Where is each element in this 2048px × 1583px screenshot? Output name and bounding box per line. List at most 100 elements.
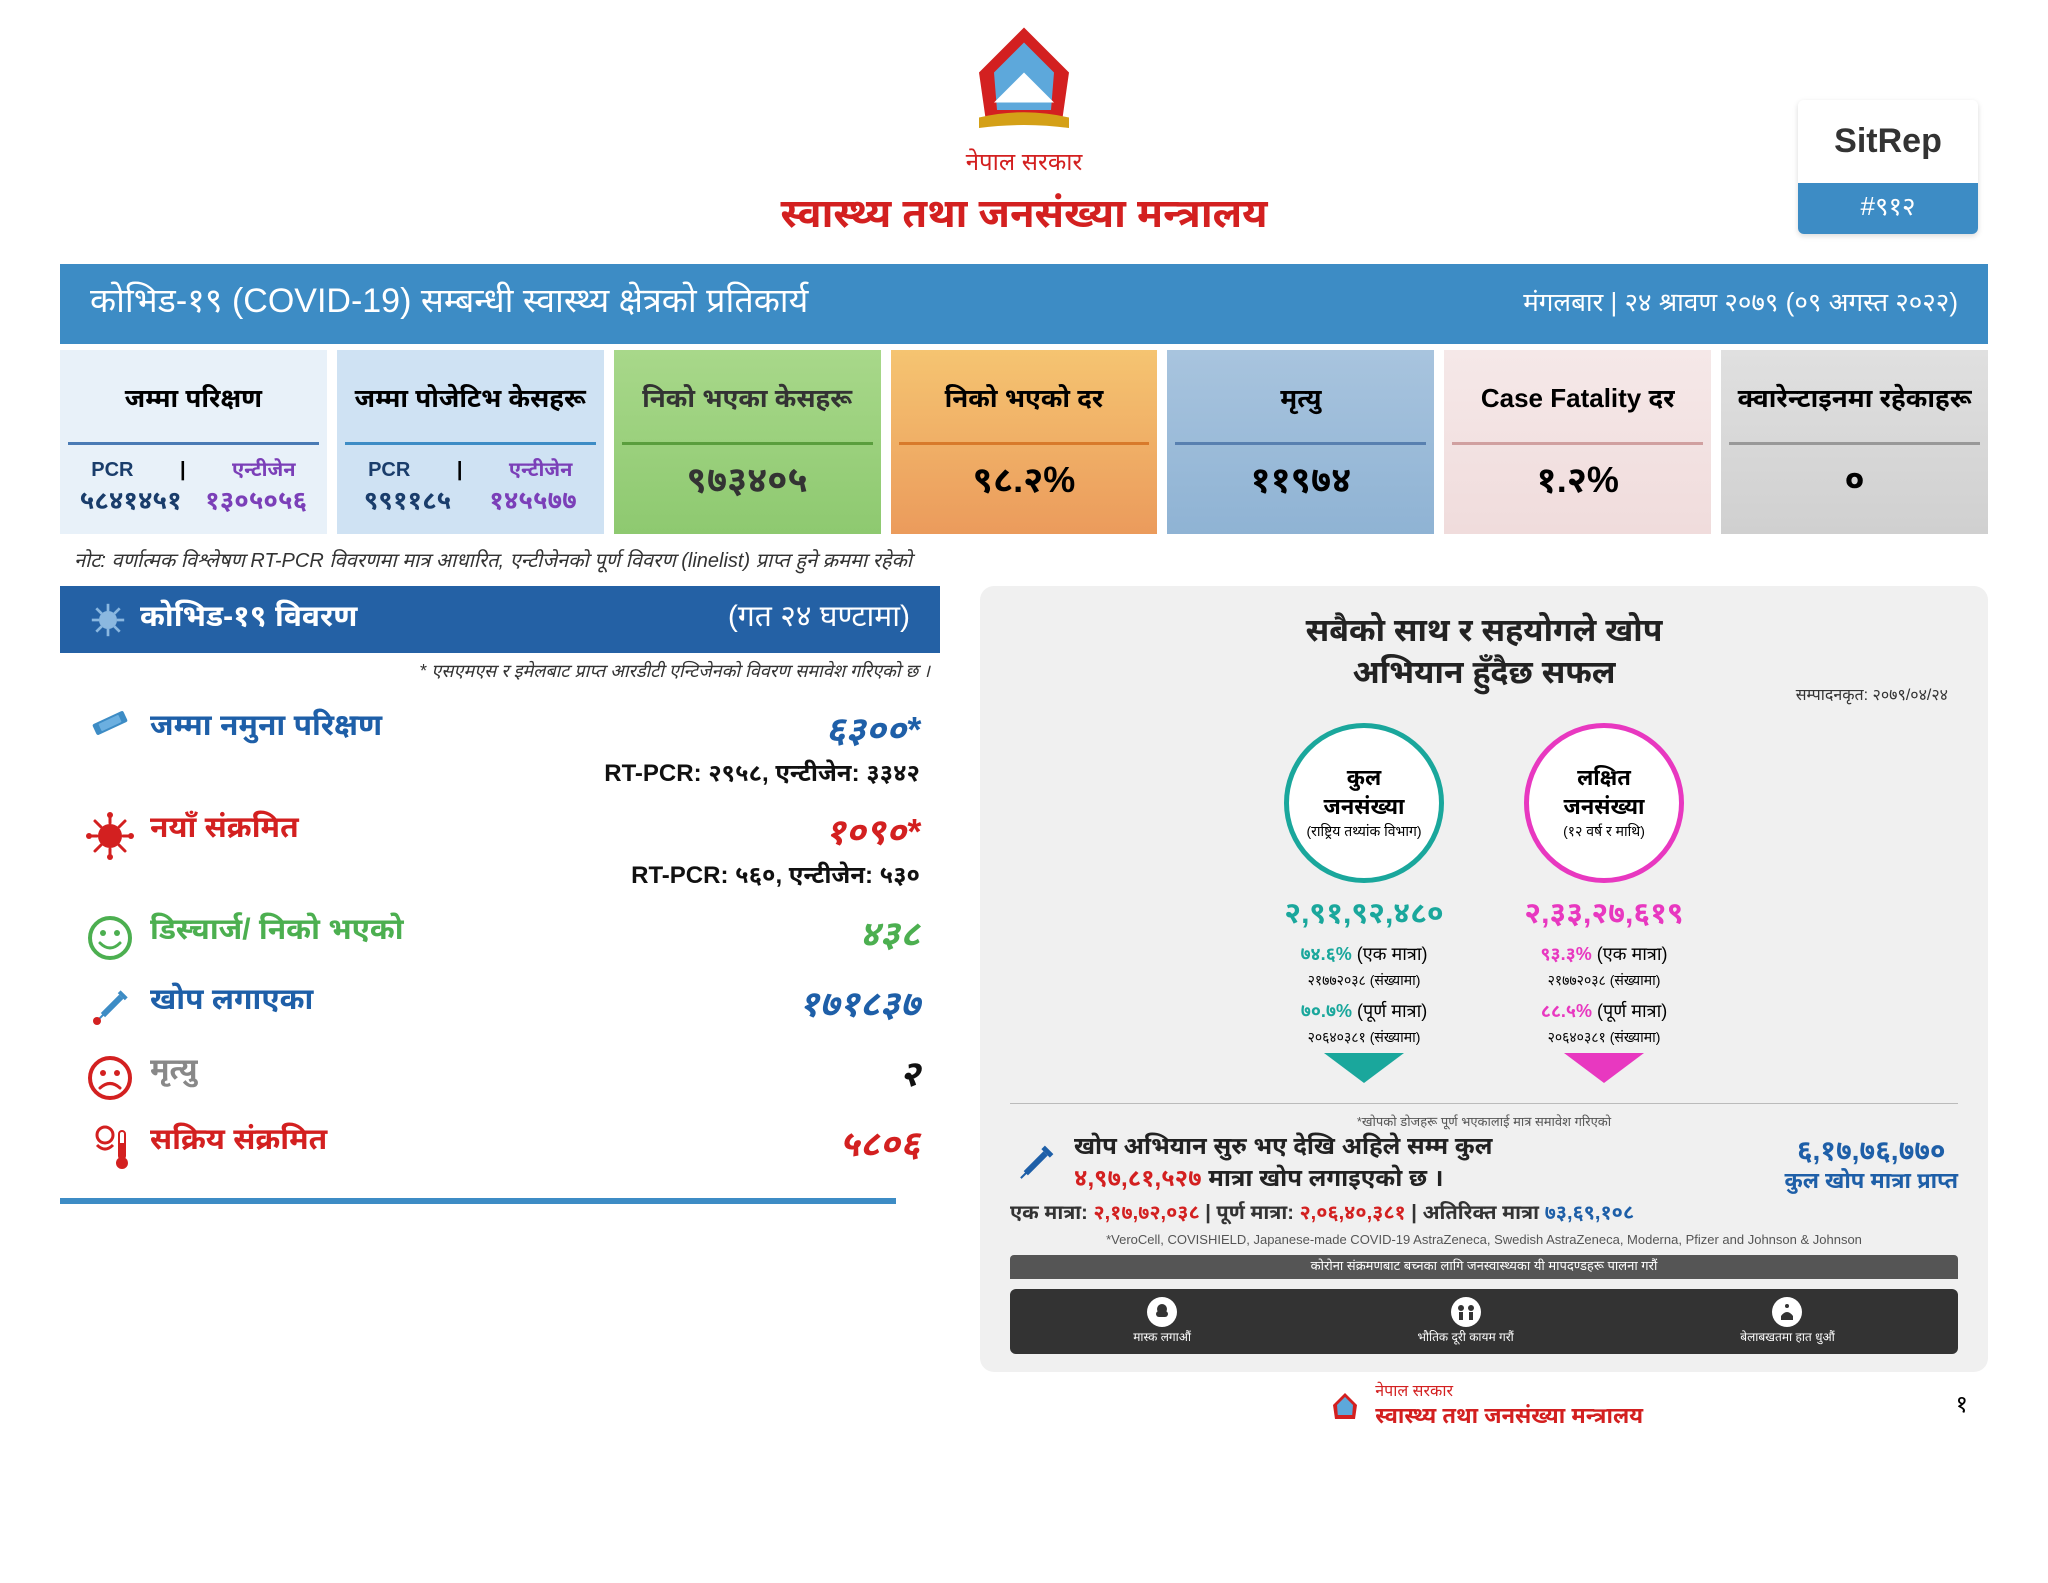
stat-value: ११९७४ [1175,459,1426,507]
target-pop-value: २,३३,२७,६१९ [1524,897,1684,936]
stat-quarantine: क्वारेन्टाइनमा रहेकाहरू ० [1721,350,1988,534]
dose-note: *खोपको डोजहरू पूर्ण भएकालाई मात्र समावेश… [1010,1114,1958,1132]
safety-wash: बेलाबखतमा हात धुऔं [1740,1297,1835,1346]
total-pop-line2: ७०.७% (पूर्ण मात्रा) २०६४०३८१ (संख्यामा) [1284,999,1444,1049]
detail-row-recovered: डिस्चार्ज/ निको भएको ४३८ [60,903,940,973]
detail-sub: RT-PCR: २९५८, एन्टीजेन: ३३४२ [604,759,920,791]
stat-deaths: मृत्यु ११९७४ [1167,350,1434,534]
note-line: नोट: वर्णात्मक विश्लेषण RT-PCR विवरणमा म… [74,550,1988,576]
pcr-value: ९९११८५ [364,485,451,520]
stat-value: १.२% [1452,459,1703,507]
syringe-blue-icon [1010,1139,1060,1189]
antigen-label: एन्टीजेन [509,459,573,485]
nepal-emblem-icon [949,20,1099,140]
title-bar-left: कोभिड-१९ (COVID-19) सम्बन्धी स्वास्थ्य क… [90,282,808,326]
stat-value: ९८.२% [899,459,1150,507]
distance-icon [1451,1297,1481,1327]
virus-red-icon [70,811,150,861]
detail-label: जम्मा नमुना परिक्षण [150,709,604,748]
ministry-label: स्वास्थ्य तथा जनसंख्या मन्त्रालय [60,192,1988,244]
vaccine-total-text: खोप अभियान सुरु भए देखि अहिले सम्म कुल ४… [1074,1132,1770,1196]
detail-value: २ [620,1053,920,1101]
details-panel: कोभिड-१९ विवरण (गत २४ घण्टामा) * एसएमएस … [60,586,940,1432]
target-population-col: लक्षित जनसंख्या (१२ वर्ष र माथि) २,३३,२७… [1524,723,1684,1083]
detail-sub: RT-PCR: ५६०, एन्टीजेन: ५३० [620,861,920,893]
detail-value: १७१८३७ [620,983,920,1031]
vaccine-panel: सबैको साथ र सहयोगले खोप अभियान हुँदैछ सफ… [980,586,1988,1372]
stat-title: जम्मा परिक्षण [68,364,319,436]
detail-label: नयाँ संक्रमित [150,811,620,850]
bottom-bar [60,1198,896,1204]
stat-value: ९७३४०५ [622,459,873,507]
vaccine-title: सबैको साथ र सहयोगले खोप अभियान हुँदैछ सफ… [1010,610,1958,693]
page-number: १ [1956,1390,1968,1422]
total-population-col: कुल जनसंख्या (राष्ट्रिय तथ्यांक विभाग) २… [1284,723,1444,1083]
pcr-label: PCR [91,459,133,485]
total-pop-circle: कुल जनसंख्या (राष्ट्रिय तथ्यांक विभाग) [1284,723,1444,883]
details-header-title: कोभिड-१९ विवरण [140,600,357,639]
total-pop-line1: ७४.६% (एक मात्रा) २१७७२०३८ (संख्यामा) [1284,942,1444,992]
stat-total-positive: जम्मा पोजेटिभ केसहरू PCR | एन्टीजेन ९९११… [337,350,604,534]
vaccine-total-row: खोप अभियान सुरु भए देखि अहिले सम्म कुल ४… [1010,1132,1958,1196]
detail-value: १०९०* [620,811,920,859]
dose-breakdown: एक मात्रा: २,१७,७२,०३८ | पूर्ण मात्रा: २… [1010,1202,1958,1228]
divider: | [180,459,186,485]
detail-row-new-cases: नयाँ संक्रमित १०९०* RT-PCR: ५६०, एन्टीजे… [60,801,940,903]
pcr-label: PCR [368,459,410,485]
sitrep-badge: SitRep #९१२ [1798,100,1978,234]
details-header-subtitle: (गत २४ घण्टामा) [728,600,910,639]
footer-ministry: नेपाल सरकार स्वास्थ्य तथा जनसंख्या मन्त्… [980,1382,1988,1432]
stat-title: निको भएका केसहरू [622,364,873,436]
detail-label: डिस्चार्ज/ निको भएको [150,913,620,952]
stat-title: निको भएको दर [899,364,1150,436]
target-pop-line2: ८८.५% (पूर्ण मात्रा) २०६४०३८१ (संख्यामा) [1524,999,1684,1049]
syringe-icon [70,983,150,1033]
vaccine-panel-wrap: सबैको साथ र सहयोगले खोप अभियान हुँदैछ सफ… [980,586,1988,1432]
stat-title: जम्मा पोजेटिभ केसहरू [345,364,596,436]
smile-icon [70,913,150,963]
vaccine-received: ६,१७,७६,७७० कुल खोप मात्रा प्राप्त [1784,1134,1958,1194]
detail-label: मृत्यु [150,1053,620,1092]
target-pop-circle: लक्षित जनसंख्या (१२ वर्ष र माथि) [1524,723,1684,883]
stat-title: मृत्यु [1175,364,1426,436]
safety-bar: मास्क लगाऔं भौतिक दूरी कायम गरौं बेलाबखत… [1010,1289,1958,1354]
sad-icon [70,1053,150,1103]
header: नेपाल सरकार स्वास्थ्य तथा जनसंख्या मन्त्… [60,20,1988,244]
vaccine-date: सम्पादनकृत: २०७९/०४/२४ [1796,686,1948,707]
stat-title: क्वारेन्टाइनमा रहेकाहरू [1729,364,1980,436]
safety-header: कोरोना संक्रमणबाट बच्नका लागि जनस्वास्थ्… [1010,1255,1958,1279]
stat-title: Case Fatality दर [1452,364,1703,436]
total-pop-value: २,९१,९२,४८० [1284,897,1444,936]
safety-mask: मास्क लगाऔं [1133,1297,1191,1346]
detail-row-vaccinated: खोप लगाएका १७१८३७ [60,973,940,1043]
title-bar-date: मंगलबार | २४ श्रावण २०७९ (०९ अगस्त २०२२) [1523,287,1958,322]
thermometer-person-icon [70,1123,150,1178]
antigen-value: १४५५७७ [489,485,576,520]
arrow-icon [1564,1053,1644,1083]
lower-section: कोभिड-१९ विवरण (गत २४ घण्टामा) * एसएमएस … [60,586,1988,1432]
sms-note: * एसएमएस र इमेलबाट प्राप्त आरडीटी एन्टिज… [60,661,930,685]
title-bar: कोभिड-१९ (COVID-19) सम्बन्धी स्वास्थ्य क… [60,264,1988,344]
divider: | [457,459,463,485]
wash-icon [1772,1297,1802,1327]
detail-value: ४३८ [620,913,920,961]
stat-cfr: Case Fatality दर १.२% [1444,350,1711,534]
detail-value: ५८०६ [620,1123,920,1171]
virus-icon [90,602,126,638]
detail-label: सक्रिय संक्रमित [150,1123,620,1162]
target-pop-line1: ९३.३% (एक मात्रा) २१७७२०३८ (संख्यामा) [1524,942,1684,992]
gov-nepal-label: नेपाल सरकार [60,148,1988,180]
stat-value: ० [1729,459,1980,507]
safety-distance: भौतिक दूरी कायम गरौं [1417,1297,1513,1346]
brands-note: *VeroCell, COVISHIELD, Japanese-made COV… [1010,1232,1958,1247]
sitrep-number: #९१२ [1798,183,1978,234]
detail-row-active: सक्रिय संक्रमित ५८०६ [60,1113,940,1188]
detail-label: खोप लगाएका [150,983,620,1022]
stats-row: जम्मा परिक्षण PCR | एन्टीजेन ५८४१४५१ १३०… [60,350,1988,534]
stat-recovered: निको भएका केसहरू ९७३४०५ [614,350,881,534]
arrow-icon [1324,1053,1404,1083]
antigen-label: एन्टीजेन [232,459,296,485]
vaccine-pair: कुल जनसंख्या (राष्ट्रिय तथ्यांक विभाग) २… [1010,723,1958,1083]
stat-recovery-rate: निको भएको दर ९८.२% [891,350,1158,534]
pcr-value: ५८४१४५१ [80,485,182,520]
